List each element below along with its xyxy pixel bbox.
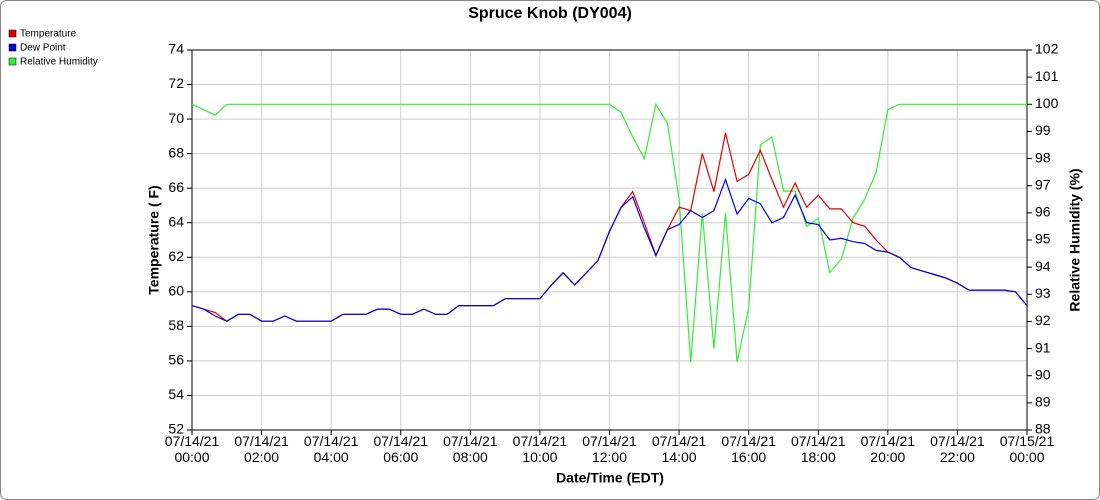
x-tick-label: 07/14/21 02:00 [234, 433, 289, 465]
y-tick-label: 54 [168, 386, 184, 402]
y-tick-label: 58 [168, 317, 184, 333]
x-tick-label: 07/15/21 00:00 [1000, 433, 1055, 465]
chart-title: Spruce Knob (DY004) [468, 5, 632, 22]
y2-tick-label: 91 [1035, 339, 1051, 355]
y2-tick-label: 101 [1035, 68, 1059, 84]
y2-tick-label: 100 [1035, 95, 1059, 111]
y2-tick-label: 89 [1035, 394, 1051, 410]
legend-swatch [8, 43, 17, 52]
legend-swatch [8, 57, 17, 66]
y-tick-label: 64 [168, 213, 184, 229]
legend-label: Relative Humidity [20, 57, 98, 68]
y-tick-label: 66 [168, 179, 184, 195]
y-tick-label: 56 [168, 352, 184, 368]
y2-tick-label: 97 [1035, 176, 1051, 192]
y2-tick-label: 92 [1035, 312, 1051, 328]
y-tick-label: 72 [168, 75, 184, 91]
y-tick-label: 60 [168, 283, 184, 299]
x-tick-label: 07/14/21 22:00 [930, 433, 985, 465]
legend-label: Dew Point [20, 43, 66, 54]
y-axis-label: Temperature ( F) [146, 185, 162, 294]
x-tick-label: 07/14/21 16:00 [721, 433, 776, 465]
x-tick-label: 07/14/21 06:00 [374, 433, 429, 465]
y-tick-label: 74 [168, 41, 184, 57]
y2-tick-label: 102 [1035, 41, 1059, 57]
y-tick-label: 68 [168, 144, 184, 160]
y2-tick-label: 93 [1035, 285, 1051, 301]
x-tick-label: 07/14/21 10:00 [513, 433, 568, 465]
series-line [191, 177, 1028, 322]
y2-tick-label: 95 [1035, 231, 1051, 247]
x-tick-label: 07/14/21 18:00 [791, 433, 846, 465]
x-tick-label: 07/14/21 00:00 [165, 433, 220, 465]
x-tick-label: 07/14/21 14:00 [652, 433, 707, 465]
y2-axis-label: Relative Humidity (%) [1067, 168, 1083, 311]
x-axis-label: Date/Time (EDT) [556, 470, 664, 486]
y2-tick-label: 88 [1035, 421, 1051, 437]
x-tick-label: 07/14/21 04:00 [304, 433, 359, 465]
y2-tick-label: 96 [1035, 204, 1051, 220]
y2-tick-label: 90 [1035, 366, 1051, 382]
x-tick-label: 07/14/21 20:00 [861, 433, 916, 465]
y2-tick-label: 99 [1035, 122, 1051, 138]
y-tick-label: 52 [168, 421, 184, 437]
series-line [191, 102, 1027, 363]
x-tick-label: 07/14/21 12:00 [582, 433, 637, 465]
x-tick-label: 07/14/21 08:00 [443, 433, 498, 465]
legend-label: Temperature [20, 29, 77, 40]
plot-border [191, 49, 1028, 431]
legend-swatch [8, 29, 17, 38]
y2-tick-label: 94 [1035, 258, 1051, 274]
y-tick-label: 70 [168, 110, 184, 126]
y2-tick-label: 98 [1035, 149, 1051, 165]
y-tick-label: 62 [168, 248, 184, 264]
